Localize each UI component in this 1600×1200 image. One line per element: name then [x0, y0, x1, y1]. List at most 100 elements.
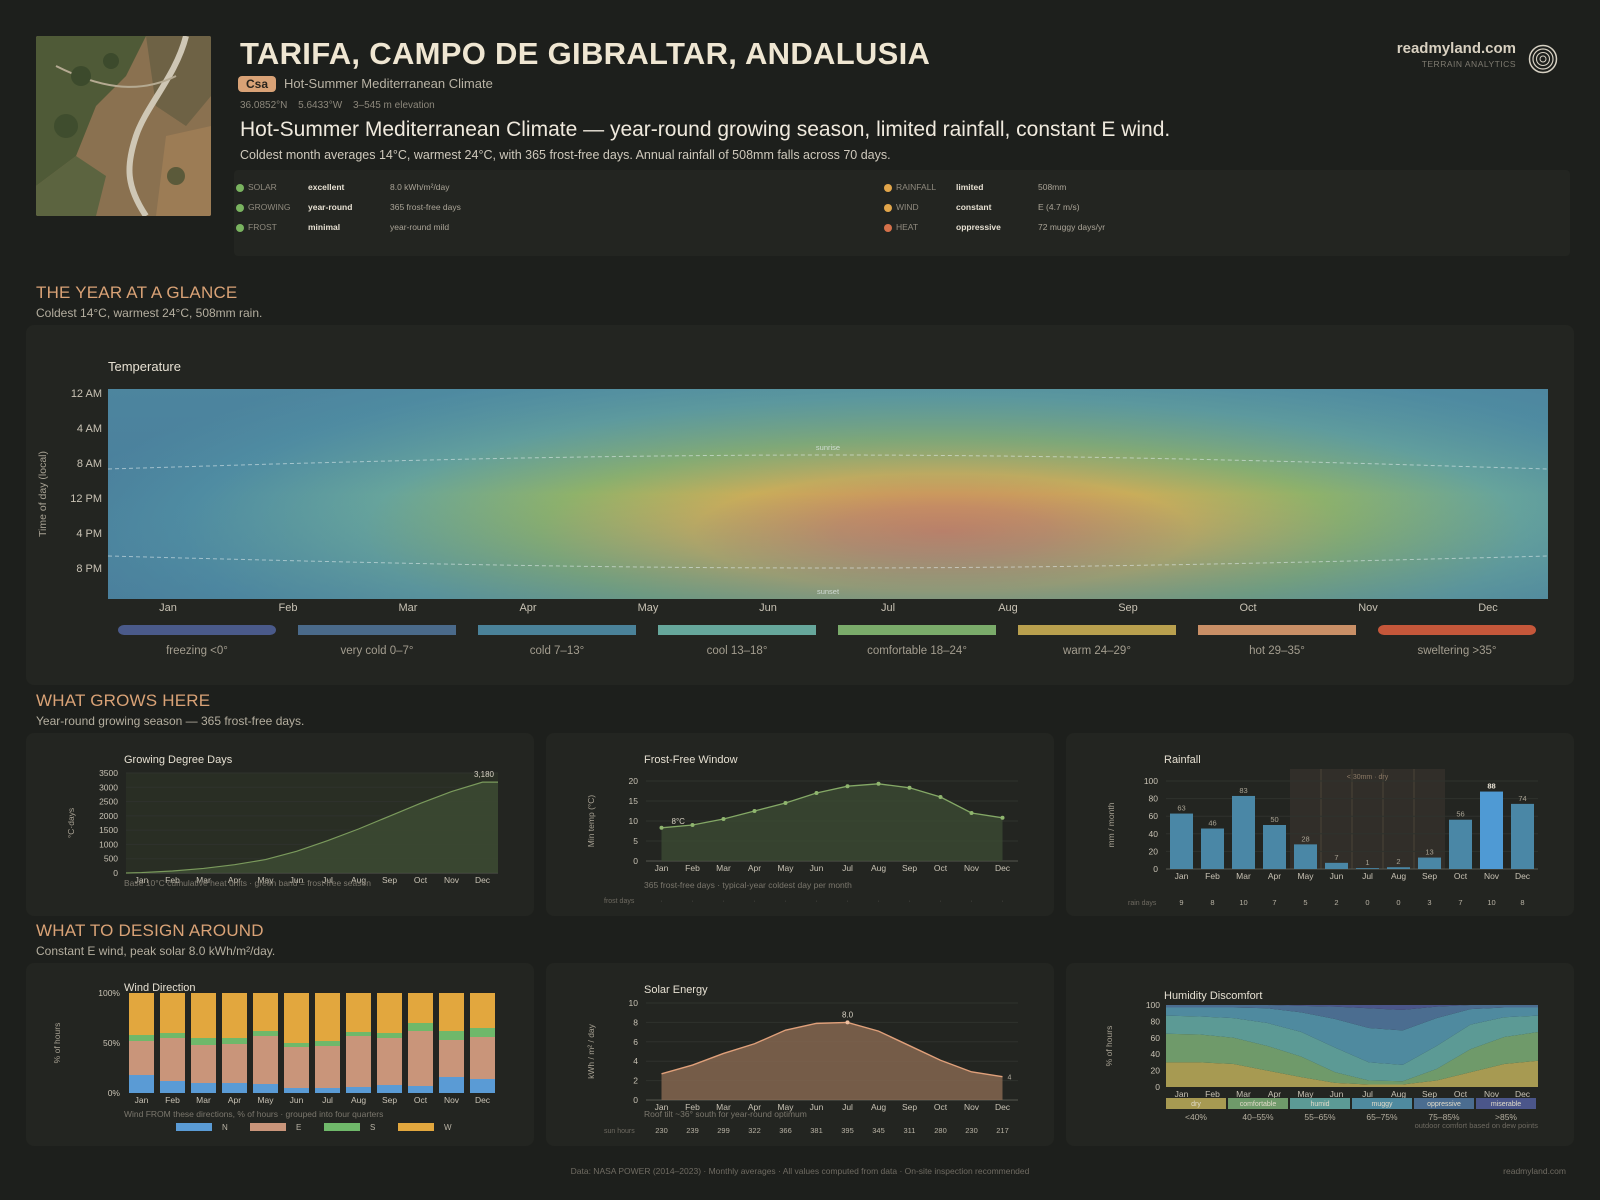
rain-days-row-label: rain days [1128, 900, 1157, 907]
section-title-year: THE YEAR AT A GLANCE [36, 283, 238, 302]
x-tick-label: Feb [165, 875, 180, 885]
wind-bar-n [377, 1085, 402, 1093]
y-axis-label: Time of day (local) [37, 451, 49, 537]
chart-title: Rainfall [1164, 754, 1201, 766]
min-temp-point [752, 809, 757, 813]
humidity-band-humid [1166, 1015, 1538, 1082]
rating-key: HEAT [896, 222, 919, 232]
legend-range: <40% [1185, 1112, 1207, 1122]
x-tick-label: Jul [1362, 871, 1373, 881]
y-tick-label: 0 [633, 1095, 638, 1105]
y-tick-label: 100 [1144, 776, 1158, 786]
rain-days-value: 0 [1396, 898, 1400, 907]
gdd-panel: Growing Degree Days 0 500 1000 1500 2000 2500 3… [26, 733, 534, 916]
solar-line [661, 1021, 1003, 1078]
brand-name: readmyland.com [1396, 40, 1516, 57]
rainfall-value-label: 50 [1270, 815, 1278, 824]
x-tick-label: Mar [1236, 871, 1251, 881]
frost-days-value: · [908, 898, 910, 905]
frost-days-value: · [722, 898, 724, 905]
x-tick-label: Sep [1422, 871, 1437, 881]
humidity-band-oppressive [1166, 1005, 1538, 1031]
x-tick-label: Jan [1175, 1089, 1189, 1099]
x-tick-label: Apr [748, 1102, 761, 1112]
x-tick-label: Apr [1268, 1089, 1281, 1099]
wind-bar-w [315, 993, 340, 1041]
wind-bar-n [191, 1083, 216, 1093]
wind-bar-n [346, 1087, 371, 1093]
legend-name: oppressive [1427, 1101, 1461, 1108]
rain-days-value: 10 [1487, 898, 1495, 907]
wind-bar-w [160, 993, 185, 1033]
y-axis-label: Min temp (°C) [586, 795, 596, 848]
wind-bar-n [470, 1079, 495, 1093]
brand[interactable]: readmyland.com TERRAIN ANALYTICS [1397, 40, 1516, 69]
x-tick-label: Oct [1454, 871, 1468, 881]
chart-title: Wind Direction [124, 982, 196, 994]
x-tick-label: Nov [444, 1095, 460, 1105]
temperature-panel: Temperature sunrise sunset 12 AM 4 AM 8 AM 12 … [26, 325, 1574, 685]
rating-detail: 72 muggy days/yr [1038, 222, 1106, 232]
rainfall-bar [1449, 819, 1472, 869]
chart-title: Frost-Free Window [644, 754, 738, 766]
min-temp-point [969, 811, 974, 815]
x-tick-label: Oct [934, 1102, 948, 1112]
x-tick-label: Nov [964, 863, 980, 873]
legend-label: E [296, 1123, 301, 1132]
wind-bar-w [346, 993, 371, 1032]
footer-brand-link[interactable]: readmyland.com [1503, 1166, 1566, 1176]
x-tick-label: Jun [759, 602, 777, 614]
rating-key: FROST [248, 222, 277, 232]
x-tick-label: Feb [1205, 871, 1220, 881]
x-tick-label: Dec [995, 863, 1011, 873]
wind-bar-w [191, 993, 216, 1038]
rainfall-value-label: 13 [1425, 848, 1433, 857]
sun-hours-value: 217 [996, 1126, 1009, 1135]
min-temp-point [690, 823, 695, 827]
wind-bar-w [377, 993, 402, 1033]
y-tick-label: 2000 [99, 811, 118, 821]
x-tick-label: Apr [228, 1095, 241, 1105]
rating-value: excellent [308, 182, 345, 192]
wind-bar-e [346, 1036, 371, 1087]
frost-days-value: · [784, 898, 786, 905]
rainfall-value-label: 1 [1365, 858, 1369, 867]
rain-days-value: 8 [1210, 898, 1214, 907]
x-tick-label: Jun [1330, 1089, 1344, 1099]
y-tick-label: 20 [1151, 1066, 1161, 1076]
x-tick-label: May [1297, 871, 1314, 881]
chart-caption: 365 frost-free days · typical-year colde… [644, 880, 852, 890]
min-temp-point [845, 784, 850, 789]
wind-bar-s [129, 1035, 154, 1041]
rainfall-bar [1263, 825, 1286, 869]
frost-days-value: · [691, 898, 693, 905]
rating-detail: 365 frost-free days [390, 202, 461, 212]
wind-bar-s [191, 1038, 216, 1045]
sun-hours-value: 366 [779, 1126, 792, 1135]
rating-detail: E (4.7 m/s) [1038, 202, 1080, 212]
y-tick-label: 20 [629, 776, 639, 786]
y-tick-label: 500 [104, 854, 118, 864]
rain-days-value: 3 [1427, 898, 1431, 907]
rainfall-bar [1511, 803, 1534, 869]
legend-swatch [658, 625, 816, 635]
wind-bar-w [253, 993, 278, 1031]
legend-label: freezing <0° [166, 645, 228, 657]
section-title-grows: WHAT GROWS HERE [36, 691, 211, 710]
legend-label: hot 29–35° [1249, 645, 1305, 657]
y-tick-label: 60 [1151, 1033, 1161, 1043]
rain-days-value: 8 [1520, 898, 1524, 907]
section-subtitle-design: Constant E wind, peak solar 8.0 kWh/m²/d… [36, 944, 276, 958]
legend-label: cool 13–18° [707, 645, 768, 657]
x-tick-label: Dec [995, 1102, 1011, 1112]
section-subtitle-grows: Year-round growing season — 365 frost-fr… [36, 714, 305, 728]
x-tick-label: Dec [475, 1095, 491, 1105]
x-tick-label: Jul [322, 1095, 333, 1105]
rain-days-value: 9 [1179, 898, 1183, 907]
wind-bar-e [222, 1044, 247, 1083]
legend-label: warm 24–29° [1062, 645, 1131, 657]
wind-bar-e [129, 1041, 154, 1075]
x-tick-label: Aug [871, 1102, 886, 1112]
legend-name: comfortable [1240, 1101, 1277, 1108]
